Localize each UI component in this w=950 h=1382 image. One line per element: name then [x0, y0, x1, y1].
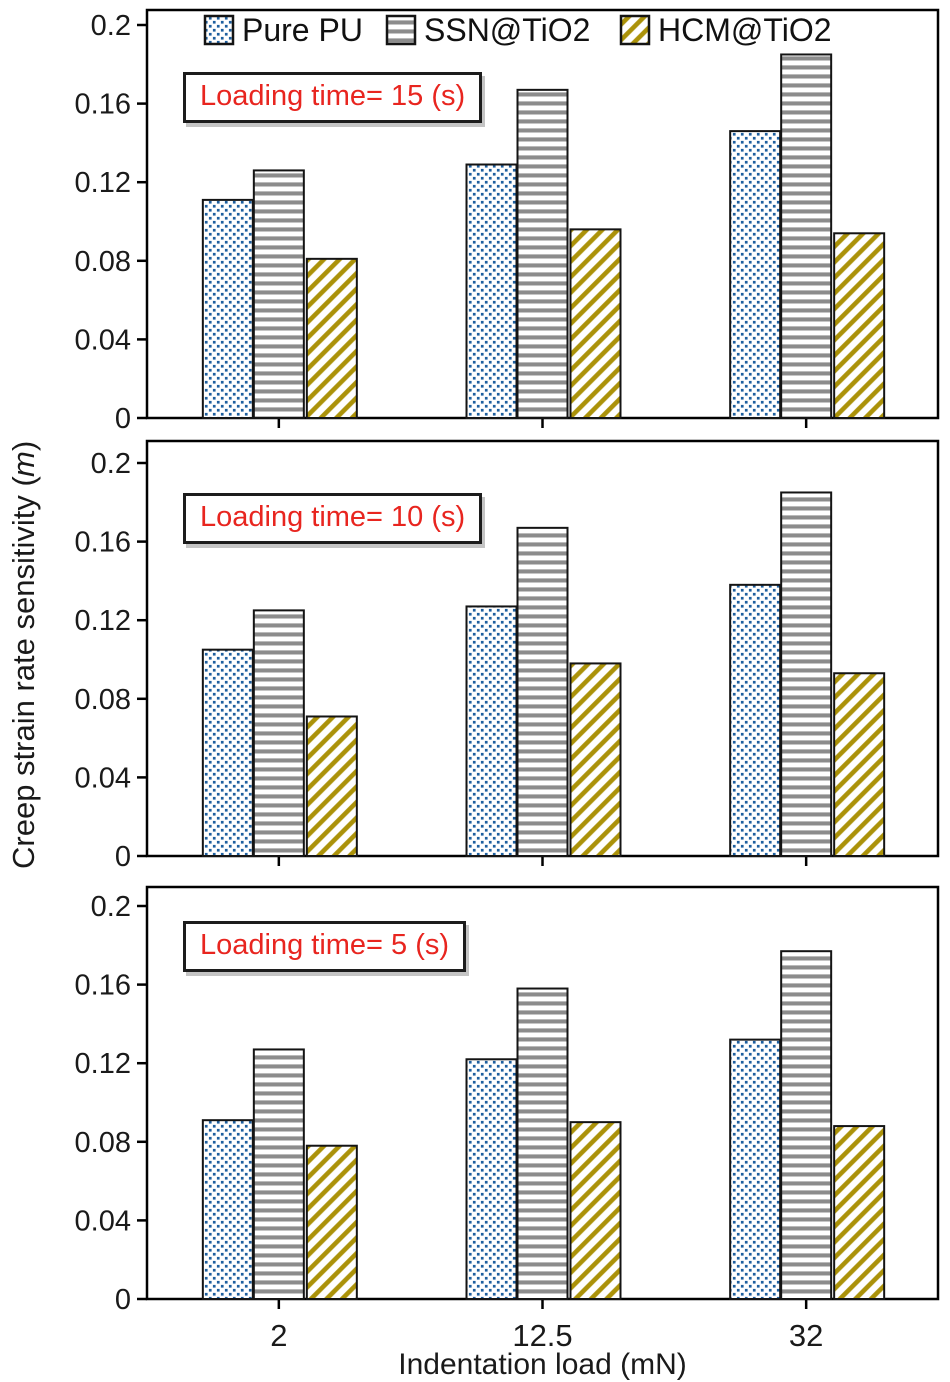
y-tick-label: 0.12 [75, 167, 131, 199]
y-tick-label: 0.2 [91, 891, 131, 923]
y-tick-label: 0.04 [75, 324, 131, 356]
y-tick-label: 0.16 [75, 527, 131, 559]
bar-hcm-tio2-32 [833, 232, 886, 419]
y-axis-title-prefix: Creep strain rate sensitivity ( [6, 476, 41, 870]
y-axis-title-suffix: ) [6, 440, 41, 451]
legend-label-pure-pu: Pure PU [242, 12, 363, 48]
y-tick-label: 0.04 [75, 762, 131, 794]
y-tick-label: 0.08 [75, 1127, 131, 1159]
legend-label-hcm-tio2: HCM@TiO2 [658, 12, 832, 48]
bar-hcm-tio2-12.5 [569, 1121, 622, 1301]
y-tick-label: 0.16 [75, 970, 131, 1002]
y-tick-label: 0.08 [75, 684, 131, 716]
legend-label-ssn-tio2: SSN@TiO2 [424, 12, 590, 48]
y-tick-label: 0 [115, 1284, 131, 1316]
bar-ssn-tio2-2 [252, 169, 305, 419]
legend-swatch-pure-pu [203, 14, 235, 46]
bar-pure-pu-2 [201, 1119, 254, 1301]
bar-ssn-tio2-32 [780, 53, 833, 419]
x-axis-title: Indentation load (mN) [398, 1348, 687, 1381]
bar-pure-pu-2 [201, 648, 254, 857]
bar-ssn-tio2-32 [780, 491, 833, 857]
y-tick-label: 0 [115, 841, 131, 873]
bar-ssn-tio2-12.5 [516, 88, 569, 419]
bar-hcm-tio2-32 [833, 1125, 886, 1300]
y-tick-label: 0.2 [91, 10, 131, 42]
y-tick-label: 0.2 [91, 448, 131, 480]
bar-ssn-tio2-2 [252, 1048, 305, 1300]
bar-pure-pu-32 [729, 1038, 782, 1300]
x-tick-label: 12.5 [512, 1318, 572, 1353]
y-tick-label: 0.12 [75, 1048, 131, 1080]
panel-0: 0 0.04 0.08 0.12 0.16 0.2 [75, 8, 940, 435]
y-tick-label: 0.04 [75, 1205, 131, 1237]
annotation-loading-time-10s: Loading time= 10 (s) [183, 493, 483, 544]
bar-hcm-tio2-2 [305, 715, 358, 857]
y-tick-label: 0.08 [75, 246, 131, 278]
legend-swatch-hcm-tio2 [619, 14, 651, 46]
bar-hcm-tio2-12.5 [569, 228, 622, 419]
x-tick-label: 32 [789, 1318, 823, 1353]
y-tick-label: 0.12 [75, 605, 131, 637]
bar-ssn-tio2-12.5 [516, 987, 569, 1301]
y-tick-label: 0.16 [75, 89, 131, 121]
x-tick-label: 2 [270, 1318, 287, 1353]
panel-2: 0 0.04 0.08 0.12 0.16 0.2 2 12.5 32 [75, 885, 940, 1353]
bar-pure-pu-32 [729, 130, 782, 420]
bar-pure-pu-12.5 [465, 605, 518, 857]
legend: Pure PU SSN@TiO2 HCM@TiO2 [203, 12, 832, 48]
bar-ssn-tio2-32 [780, 950, 833, 1300]
bar-pure-pu-32 [729, 583, 782, 858]
bar-pure-pu-2 [201, 198, 254, 419]
y-axis-title-symbol: m [6, 450, 41, 477]
y-tick-label: 0 [115, 403, 131, 435]
annotation-loading-time-5s: Loading time= 5 (s) [183, 921, 467, 972]
bar-ssn-tio2-2 [252, 609, 305, 857]
bar-hcm-tio2-2 [305, 257, 358, 419]
bar-hcm-tio2-2 [305, 1144, 358, 1300]
bar-hcm-tio2-12.5 [569, 662, 622, 857]
annotation-loading-time-15s: Loading time= 15 (s) [183, 72, 483, 123]
bar-hcm-tio2-32 [833, 672, 886, 857]
bar-pure-pu-12.5 [465, 1058, 518, 1301]
bar-ssn-tio2-12.5 [516, 526, 569, 857]
y-axis-title: Creep strain rate sensitivity (m) [4, 0, 44, 1310]
legend-swatch-ssn-tio2 [385, 14, 417, 46]
bar-pure-pu-12.5 [465, 163, 518, 419]
